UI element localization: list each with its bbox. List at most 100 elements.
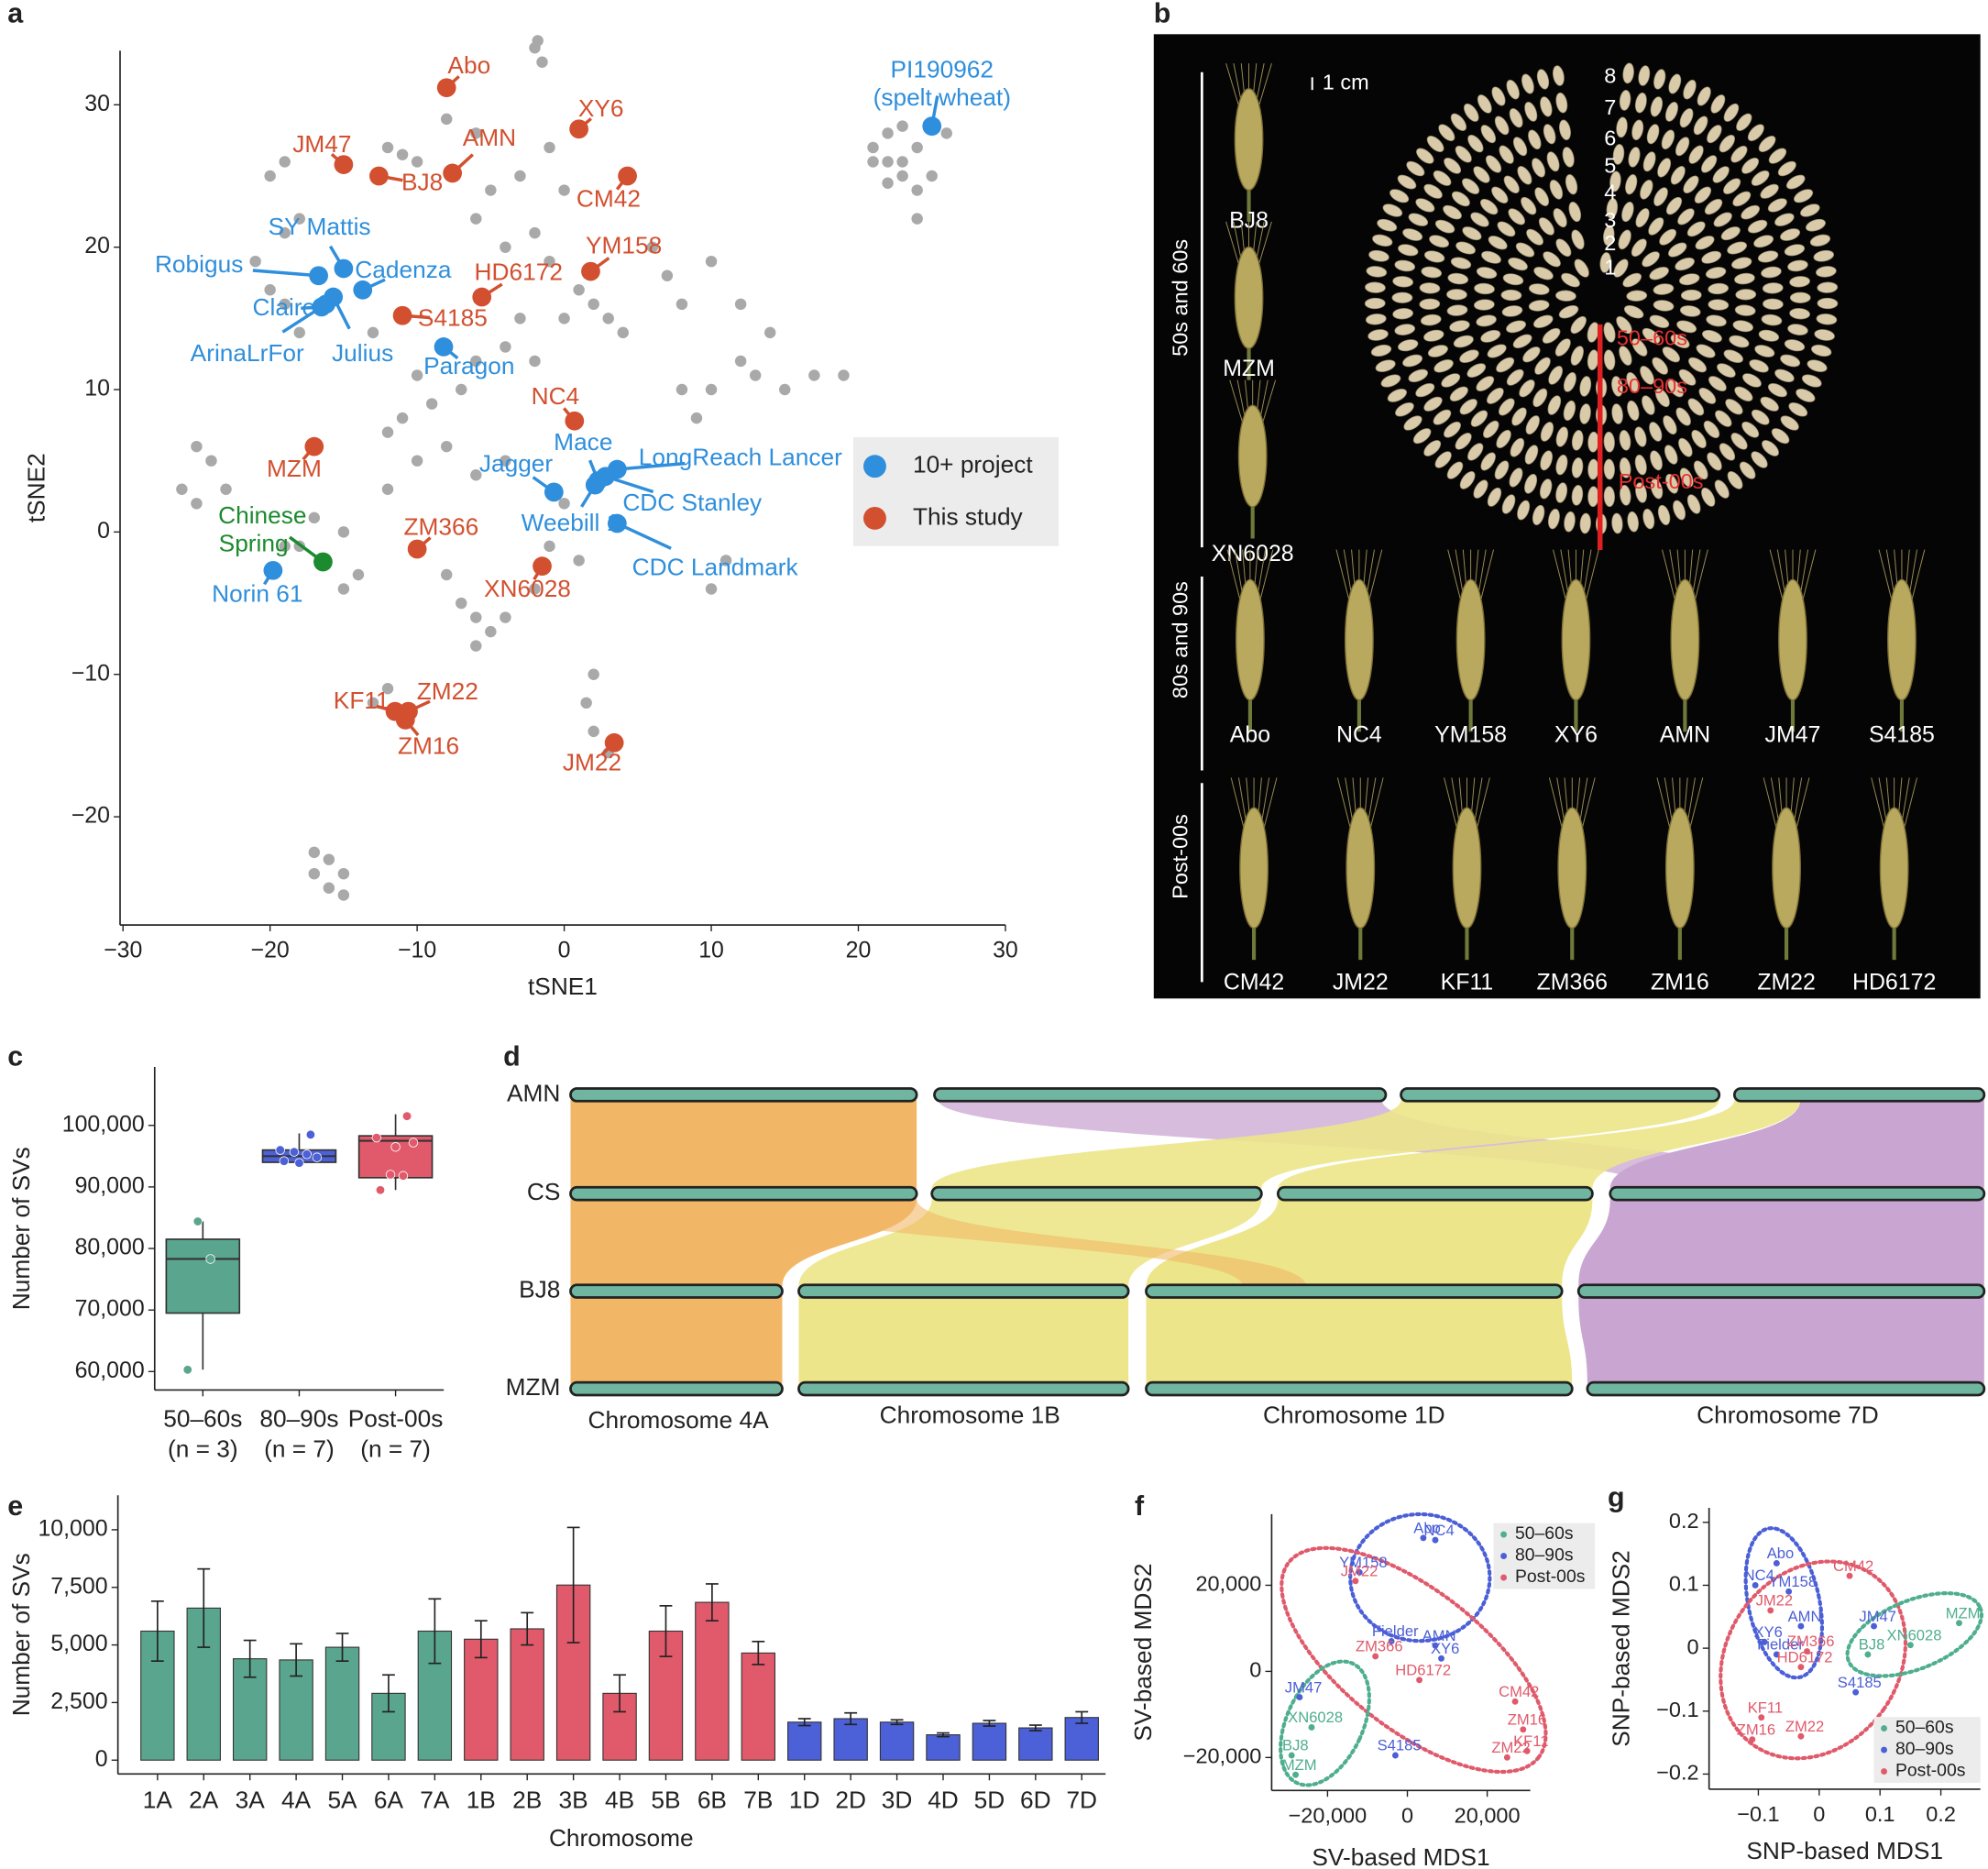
grain <box>1734 272 1755 285</box>
point <box>308 511 321 524</box>
grain <box>1364 297 1386 310</box>
x-tick-label: 0 <box>1813 1802 1825 1826</box>
grain <box>1730 433 1748 450</box>
grain <box>1555 238 1572 258</box>
point <box>375 1184 386 1195</box>
label-line: PI190962 <box>891 55 994 82</box>
grain <box>1612 144 1625 165</box>
ribbon <box>931 1099 1719 1189</box>
point <box>312 1152 323 1162</box>
grain <box>1741 157 1760 174</box>
grain <box>1480 125 1497 144</box>
point-label: ZM16 <box>1508 1711 1546 1729</box>
grain <box>1663 415 1677 435</box>
grain <box>1683 175 1699 194</box>
grain <box>1546 151 1560 172</box>
grain <box>1466 363 1487 378</box>
point <box>308 867 321 880</box>
grain <box>1652 357 1668 375</box>
legend-label: 80–90s <box>1515 1545 1573 1566</box>
point-label: JM22 <box>1756 1592 1794 1610</box>
grain <box>1555 426 1569 447</box>
grain <box>1562 147 1575 168</box>
grain <box>1480 452 1496 471</box>
x-tick-label: −20,000 <box>1289 1804 1367 1828</box>
grain <box>1688 357 1708 373</box>
grain <box>1420 313 1442 326</box>
point <box>1906 1642 1914 1649</box>
grain <box>1715 410 1732 427</box>
point <box>926 170 938 182</box>
grain <box>1423 183 1443 199</box>
grain <box>1807 359 1828 372</box>
grain <box>1368 249 1389 262</box>
grain <box>1603 486 1616 508</box>
point <box>867 141 879 154</box>
point-label: BJ8 <box>1859 1636 1885 1654</box>
legend-box <box>852 436 1060 546</box>
ribbon <box>798 1296 1129 1384</box>
x-tick-label: 2B <box>512 1787 542 1814</box>
spike <box>1234 88 1264 192</box>
grain <box>1528 300 1550 312</box>
grain <box>1365 281 1386 293</box>
grain <box>1434 451 1452 468</box>
point <box>275 1145 285 1155</box>
y-tick-label: 30 <box>84 91 110 116</box>
grain <box>1480 329 1501 343</box>
grain <box>1787 324 1808 335</box>
grain <box>1558 119 1571 141</box>
grain <box>1540 96 1553 117</box>
point <box>1752 1582 1759 1589</box>
grain <box>1548 366 1564 385</box>
bar <box>324 1646 360 1761</box>
grain <box>1664 101 1678 122</box>
grain <box>1696 344 1716 358</box>
grain <box>1787 259 1808 272</box>
grain <box>1789 291 1811 303</box>
y-tick-label: 0.1 <box>1669 1572 1699 1596</box>
point <box>1804 1648 1810 1655</box>
grain <box>1622 62 1634 84</box>
genome-label: BJ8 <box>519 1276 560 1303</box>
grain <box>1540 422 1554 442</box>
point <box>1438 1655 1444 1662</box>
y-tick-label: 0 <box>95 1746 108 1772</box>
spike <box>1778 578 1807 701</box>
label-line: Spring <box>219 529 289 556</box>
grain <box>1398 244 1419 257</box>
grain <box>1678 273 1700 286</box>
grain <box>1382 203 1403 217</box>
grain <box>1734 304 1756 316</box>
grain <box>1579 512 1591 534</box>
ring-number: 2 <box>1604 231 1616 255</box>
grain <box>1494 460 1510 480</box>
grain <box>1579 376 1592 397</box>
grain <box>1549 180 1564 200</box>
grain <box>1511 407 1527 426</box>
x-tick-label: 4A <box>281 1787 312 1814</box>
point <box>205 1254 215 1264</box>
point-label: CM42 <box>1499 1683 1539 1700</box>
y-tick-label: 20 <box>84 233 110 258</box>
point <box>1288 1752 1295 1759</box>
grain <box>1391 291 1413 303</box>
grain <box>1455 145 1472 163</box>
grain <box>1450 113 1467 132</box>
grain <box>1570 346 1584 366</box>
grain <box>1751 451 1768 468</box>
point <box>353 280 373 300</box>
grain <box>1691 429 1707 449</box>
chromosome-label: Chromosome 4A <box>588 1406 769 1434</box>
y-tick-label: 10 <box>84 376 110 401</box>
spike <box>1557 807 1587 929</box>
category-note: (n = 7) <box>360 1435 431 1463</box>
grain <box>1757 250 1779 263</box>
point <box>705 255 718 268</box>
point <box>407 539 427 559</box>
variety-label: AMN <box>1660 722 1710 748</box>
point <box>425 398 438 410</box>
y-tick-label: 70,000 <box>75 1296 145 1322</box>
y-tick-label: 0.2 <box>1669 1509 1699 1533</box>
point <box>334 155 354 174</box>
